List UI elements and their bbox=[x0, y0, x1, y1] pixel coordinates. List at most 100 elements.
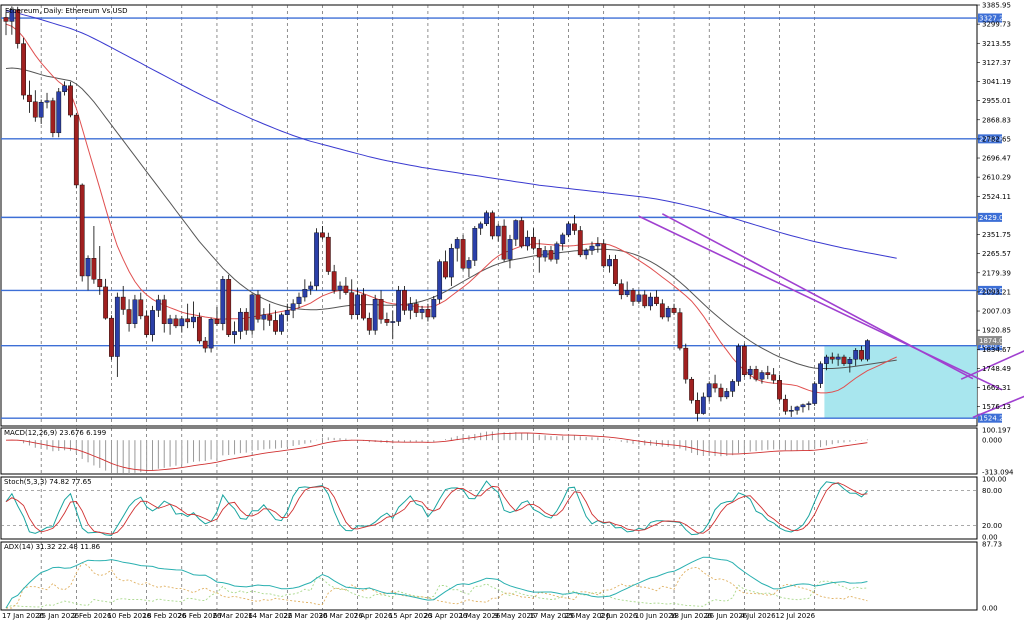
candle-body bbox=[120, 296, 126, 310]
stoch-y-tick-label: 80.00 bbox=[982, 487, 1002, 495]
level-tag bbox=[978, 285, 1002, 295]
candle-body bbox=[27, 94, 32, 102]
price-tag-label: 1874.04 bbox=[979, 337, 1008, 345]
candle-body bbox=[38, 102, 44, 118]
candle-body bbox=[138, 299, 144, 317]
candle-body bbox=[671, 307, 677, 313]
adx-series bbox=[5, 556, 868, 609]
candle-body bbox=[460, 239, 466, 269]
level-tag bbox=[978, 341, 1002, 351]
macd-series bbox=[5, 431, 868, 474]
candle-body bbox=[232, 331, 237, 335]
level-tag bbox=[978, 134, 1002, 144]
candle-body bbox=[73, 114, 79, 186]
ma-slow-line bbox=[5, 10, 897, 259]
stoch-signal-line bbox=[5, 482, 868, 535]
x-tick-label: 2 Jun 2026 bbox=[600, 612, 638, 620]
candle-body bbox=[618, 283, 624, 296]
y-tick-label: 1834.67 bbox=[982, 346, 1011, 354]
level-tag-label: 3327.28 bbox=[979, 15, 1008, 23]
x-tick-label: 10 Feb 2026 bbox=[107, 612, 151, 620]
candle-body bbox=[372, 299, 378, 331]
level-tag bbox=[978, 212, 1002, 222]
candle-body bbox=[853, 350, 859, 360]
candle-body bbox=[607, 259, 612, 267]
candle-body bbox=[489, 212, 495, 237]
candle-body bbox=[237, 311, 243, 332]
candle-body bbox=[21, 43, 26, 96]
candle-body bbox=[589, 245, 595, 251]
candle-body bbox=[659, 303, 665, 318]
y-tick-label: 2093.21 bbox=[982, 288, 1011, 296]
candle-body bbox=[3, 17, 9, 22]
candle-body bbox=[320, 232, 325, 238]
candle-body bbox=[443, 261, 448, 278]
candle-body bbox=[85, 258, 91, 277]
candle-body bbox=[566, 223, 571, 236]
stoch-y-tick-label: 100.00 bbox=[982, 476, 1007, 484]
candle-body bbox=[267, 314, 273, 321]
macd-title: MACD(12,26,9) 23.676 6.199 bbox=[4, 429, 106, 437]
candle-body bbox=[185, 318, 191, 323]
candle-body bbox=[595, 243, 601, 247]
x-tick-label: 17 May 2026 bbox=[529, 612, 575, 620]
candle-body bbox=[782, 398, 788, 412]
adx-minus-di-line bbox=[6, 562, 868, 609]
candle-body bbox=[525, 236, 530, 247]
price-tag bbox=[978, 336, 1002, 346]
stoch-title: Stoch(5,3,3) 74.82 77.65 bbox=[4, 478, 92, 486]
candle-body bbox=[243, 311, 249, 331]
candle-body bbox=[296, 296, 302, 304]
x-tick-label: 15 Apr 2026 bbox=[389, 612, 433, 620]
y-tick-label: 3127.37 bbox=[982, 59, 1011, 67]
candle-body bbox=[191, 316, 196, 323]
candle-body bbox=[829, 356, 835, 360]
candle-body bbox=[173, 318, 179, 327]
candle-body bbox=[378, 299, 384, 320]
adx-pane[interactable] bbox=[0, 541, 978, 611]
stoch-y-tick-label: 20.00 bbox=[982, 522, 1002, 530]
candle-body bbox=[624, 290, 630, 296]
x-tick-label: 18 Jun 2026 bbox=[670, 612, 713, 620]
candle-body bbox=[454, 239, 460, 249]
candle-body bbox=[712, 383, 718, 389]
candle-body bbox=[478, 223, 484, 229]
level-tag-label: 2100.00 bbox=[979, 287, 1008, 295]
candle-body bbox=[636, 294, 642, 302]
candle-body bbox=[179, 318, 185, 327]
candle-body bbox=[788, 410, 794, 412]
candle-body bbox=[466, 260, 472, 269]
stoch-pane[interactable] bbox=[0, 476, 978, 540]
candle-body bbox=[572, 223, 577, 231]
level-tag-label: 1850.83 bbox=[979, 342, 1008, 350]
candle-body bbox=[431, 299, 437, 318]
macd-pane[interactable] bbox=[0, 427, 978, 475]
candle-body bbox=[794, 406, 800, 411]
adx-y-tick-label: 0.00 bbox=[982, 605, 998, 613]
y-tick-label: 2179.39 bbox=[982, 269, 1011, 277]
candle-body bbox=[531, 236, 536, 249]
y-tick-label: 2610.29 bbox=[982, 174, 1011, 182]
candle-body bbox=[695, 400, 700, 414]
candle-body bbox=[683, 347, 689, 380]
x-tick-label: 6 Mar 2026 bbox=[213, 612, 253, 620]
macd-y-tick-label: 100.197 bbox=[982, 427, 1011, 435]
x-tick-label: 9 May 2026 bbox=[494, 612, 536, 620]
x-tick-label: 10 Jun 2026 bbox=[635, 612, 678, 620]
candle-body bbox=[384, 319, 390, 323]
candle-body bbox=[800, 404, 806, 408]
candle-body bbox=[841, 356, 847, 364]
candle-body bbox=[601, 243, 607, 267]
adx-plus-di-line bbox=[5, 576, 868, 609]
candle-body bbox=[349, 292, 355, 316]
candle-body bbox=[79, 184, 85, 277]
candle-body bbox=[700, 396, 706, 414]
y-tick-label: 2955.01 bbox=[982, 97, 1011, 105]
candle-body bbox=[548, 250, 554, 260]
x-tick-label: 4 Jul 2026 bbox=[740, 612, 776, 620]
candle-body bbox=[484, 212, 489, 225]
candle-body bbox=[343, 285, 349, 293]
candle-body bbox=[50, 100, 56, 134]
candle-body bbox=[144, 315, 150, 335]
